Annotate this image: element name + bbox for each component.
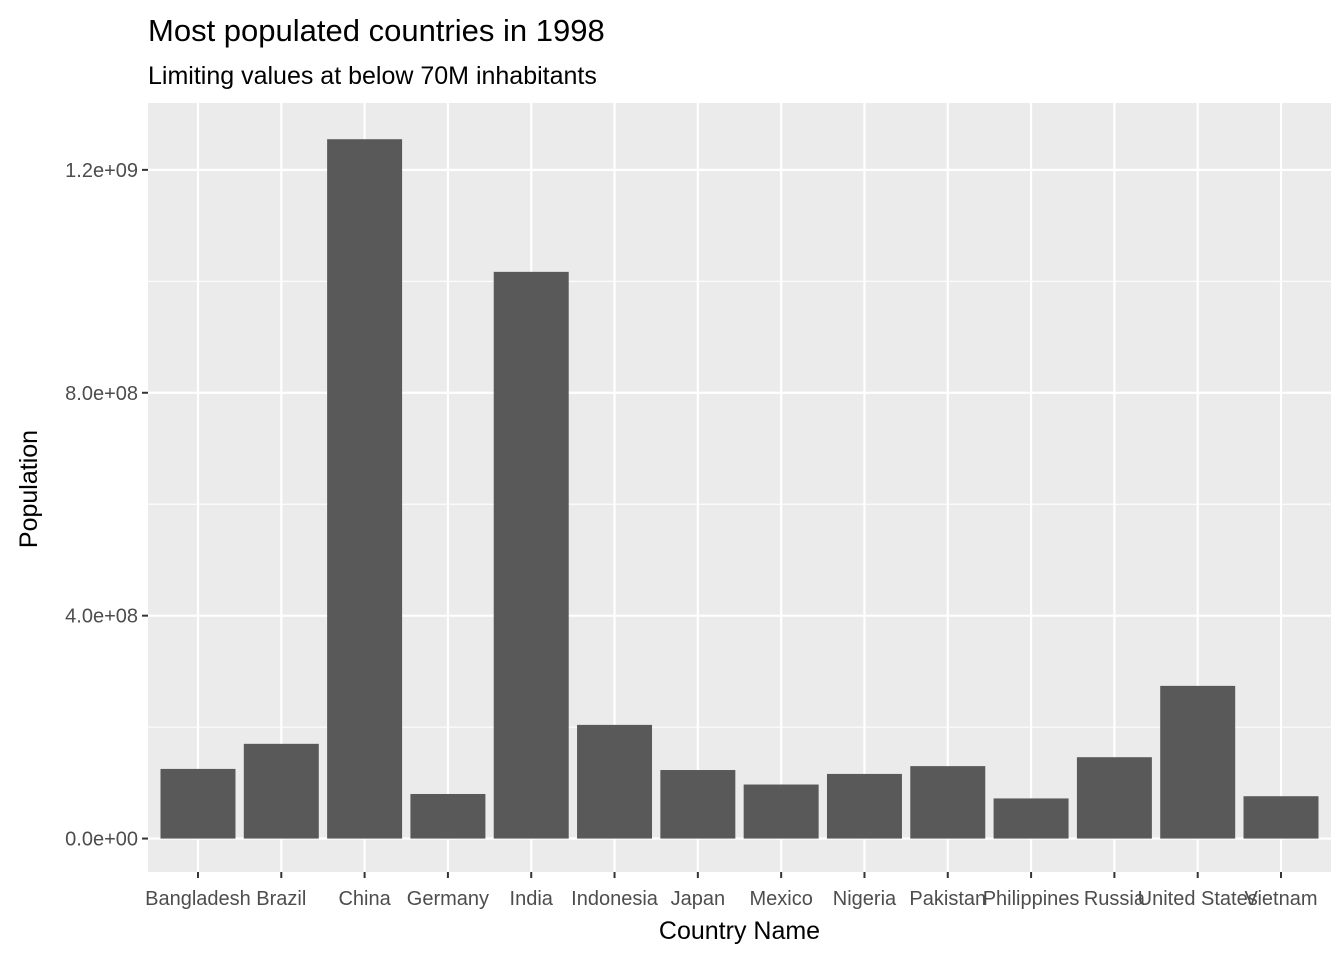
y-axis: 0.0e+00 4.0e+08 8.0e+08 1.2e+09 — [65, 160, 148, 851]
y-tick-label: 0.0e+00 — [65, 829, 138, 851]
bar-bangladesh — [160, 768, 236, 839]
x-tick-label: Germany — [407, 888, 489, 910]
x-tick-label: Mexico — [749, 888, 812, 910]
bar-mexico — [743, 784, 819, 839]
bar-indonesia — [577, 724, 653, 839]
x-tick-label: Bangladesh — [145, 888, 251, 910]
chart-subtitle: Limiting values at below 70M inhabitants — [148, 62, 597, 90]
x-tick-label: United States — [1138, 888, 1258, 910]
x-axis-title: Country Name — [659, 917, 820, 945]
bar-nigeria — [826, 773, 902, 839]
y-tick-label: 1.2e+09 — [65, 160, 138, 182]
bar-united-states — [1160, 685, 1236, 839]
x-tick-label: Japan — [671, 888, 726, 910]
x-tick-label: Indonesia — [571, 888, 659, 910]
x-tick-label: China — [338, 888, 391, 910]
bar-russia — [1076, 757, 1152, 839]
x-tick-label: Vietnam — [1245, 888, 1318, 910]
x-tick-label: Philippines — [983, 888, 1080, 910]
bar-vietnam — [1243, 796, 1319, 839]
x-tick-label: Russia — [1084, 888, 1146, 910]
x-tick-label: India — [510, 888, 554, 910]
bar-germany — [410, 793, 486, 839]
bar-philippines — [993, 798, 1069, 839]
bar-pakistan — [910, 766, 986, 839]
x-tick-label: Brazil — [256, 888, 306, 910]
x-tick-label: Nigeria — [833, 888, 897, 910]
x-axis: Bangladesh Brazil China Germany India Indones… — [145, 872, 1318, 910]
bar-brazil — [243, 743, 319, 839]
y-axis-title: Population — [15, 430, 43, 548]
y-tick-label: 8.0e+08 — [65, 383, 138, 405]
bar-china — [327, 139, 403, 839]
bars — [160, 139, 1319, 839]
x-tick-label: Pakistan — [909, 888, 986, 910]
bar-japan — [660, 770, 736, 839]
plot-panel — [148, 103, 1331, 872]
y-tick-label: 4.0e+08 — [65, 606, 138, 628]
bar-india — [493, 271, 569, 839]
chart-title: Most populated countries in 1998 — [148, 13, 605, 48]
